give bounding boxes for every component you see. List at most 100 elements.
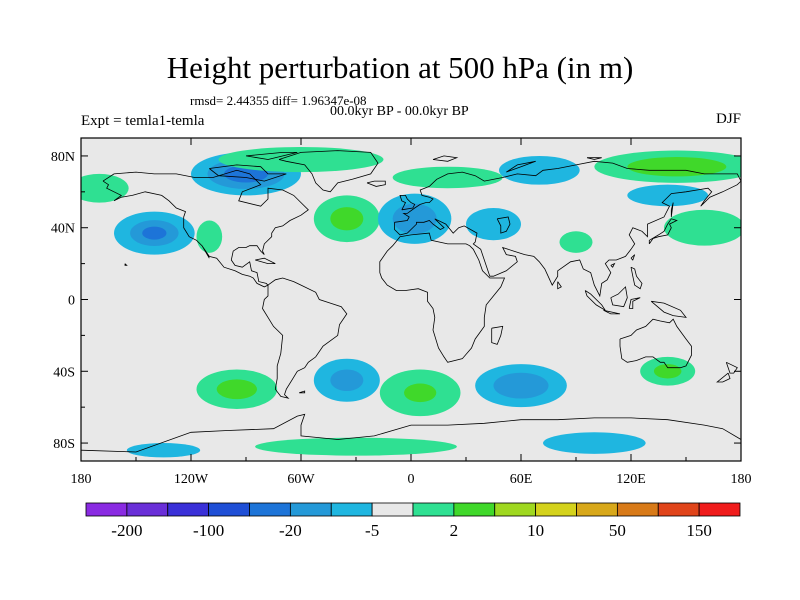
coastline-sakhalin [670, 202, 674, 218]
lon-tick-label: 120E [616, 472, 646, 487]
lat-tick-label: 40N [51, 222, 75, 237]
anomaly-contour [392, 203, 437, 234]
anomaly-kamchatka-negative [627, 184, 709, 207]
colorbar-label: 2 [450, 521, 459, 540]
coastline-philippines [630, 266, 643, 290]
colorbar-box [126, 502, 169, 517]
anomaly-contour [126, 443, 201, 458]
colorbar-box [494, 502, 537, 517]
colorbar-label: 50 [609, 521, 626, 540]
coastline-iceland [366, 180, 386, 187]
coastline-new-zealand-south [716, 372, 731, 383]
anomaly-contour [392, 166, 503, 189]
lon-tick-label: 180 [731, 472, 752, 487]
lat-tick-label: 40S [53, 365, 75, 380]
colorbar-label: -5 [365, 521, 379, 540]
lon-tick-label: 180 [71, 472, 92, 487]
coastline-java [603, 309, 621, 315]
coastline-new-guinea [650, 300, 687, 318]
lat-tick-label: 0 [68, 294, 75, 309]
coastline-caspian-sea [496, 216, 511, 234]
lat-tick-label: 80S [53, 437, 75, 452]
coastline-great-britain [399, 195, 416, 211]
coastline-sri-lanka [557, 281, 562, 290]
coastlines [81, 150, 741, 453]
anomaly-contour [559, 231, 593, 253]
colorbar-label: -20 [279, 521, 302, 540]
anomaly-field [81, 146, 741, 458]
anomaly-contour [218, 146, 384, 173]
axis-ticks: 180 120W 60W 0 60E 120E 180 80N 40N 0 40S 80S [51, 138, 752, 487]
anomaly-w-atlantic-positive [313, 195, 380, 243]
lat-tick-label: 80N [51, 150, 75, 165]
anomaly-contour [255, 437, 457, 456]
map-title: Height perturbation at 500 hPa (in m) [166, 50, 634, 85]
lon-tick-label: 0 [408, 472, 415, 487]
anomaly-contour [627, 184, 709, 207]
anomaly-mid-asia-negative [466, 207, 521, 241]
anomaly-contour [627, 157, 727, 177]
anomaly-contour [81, 173, 129, 203]
coastline-sulawesi [628, 297, 641, 309]
anomaly-contour [543, 432, 646, 454]
anomaly-europe-negative [378, 193, 452, 244]
colorbar-box [535, 502, 577, 517]
colorbar-box [289, 502, 332, 517]
anomaly-n-atlantic-positive [392, 166, 503, 189]
lon-tick-label: 60W [287, 472, 315, 487]
colorbar-box [330, 502, 373, 517]
anomaly-contour [498, 155, 580, 185]
anomaly-contour [196, 220, 223, 253]
coastline-africa [379, 232, 506, 363]
coastline-australia [619, 318, 692, 369]
colorbar-box [208, 502, 250, 517]
anomaly-contour [330, 369, 364, 392]
coastline-novaya-zemlya [506, 160, 536, 173]
anomaly-contour [404, 383, 437, 403]
colorbar: -200 -100 -20 -5 2 10 50 150 [85, 502, 741, 540]
coastline-north-america [102, 169, 309, 288]
coastline-madagascar [491, 325, 504, 345]
colorbar-box [657, 502, 700, 517]
anomaly-n-pacific-negative [114, 211, 195, 255]
season-label: DJF [715, 111, 741, 127]
anomaly-se-pacific-positive [196, 369, 278, 409]
colorbar-label: -100 [193, 521, 224, 540]
colorbar-label: 10 [527, 521, 544, 540]
colorbar-box [249, 502, 291, 517]
lon-tick-label: 120W [174, 472, 209, 487]
lon-tick-label: 60E [510, 472, 533, 487]
coastline-japan [648, 218, 678, 245]
colorbar-box [167, 502, 210, 517]
anomaly-contour [330, 207, 364, 231]
colorbar-box [453, 502, 496, 517]
anomaly-contour [664, 209, 741, 246]
anomaly-antarctic-positive [255, 437, 457, 456]
anomaly-contour [493, 372, 549, 399]
anomaly-contour [466, 207, 521, 241]
anomaly-arctic-positive [218, 146, 384, 173]
coastline-borneo [610, 286, 628, 308]
coastline-svalbard [432, 155, 459, 162]
coastline-antarctica [81, 413, 741, 453]
experiment-label: Expt = temla1-temla [81, 113, 205, 129]
colorbar-label: 150 [686, 521, 712, 540]
anomaly-siberia-negative [498, 155, 580, 185]
colorbar-box [698, 502, 741, 517]
rmsd-stats: rmsd= 2.44355 diff= 1.96347e-08 [190, 93, 367, 108]
coastline-hawaii [124, 263, 128, 266]
anomaly-arabia-positive [559, 231, 593, 253]
anomaly-e-pacific-positive [196, 220, 223, 253]
anomaly-contour [216, 379, 257, 400]
anomaly-e-siberia-positive [594, 150, 741, 183]
time-period-label: 00.0kyr BP - 00.0kyr BP [330, 104, 469, 119]
anomaly-contour [653, 364, 682, 379]
coastline-taiwan [630, 254, 636, 261]
anomaly-australia-positive [640, 356, 696, 386]
coastline-falklands [299, 390, 306, 394]
colorbar-label: -200 [111, 521, 142, 540]
colorbar-box [412, 502, 455, 517]
anomaly-s-atlantic-negative [313, 358, 380, 402]
coastline-severnaya-zemlya [586, 157, 602, 160]
